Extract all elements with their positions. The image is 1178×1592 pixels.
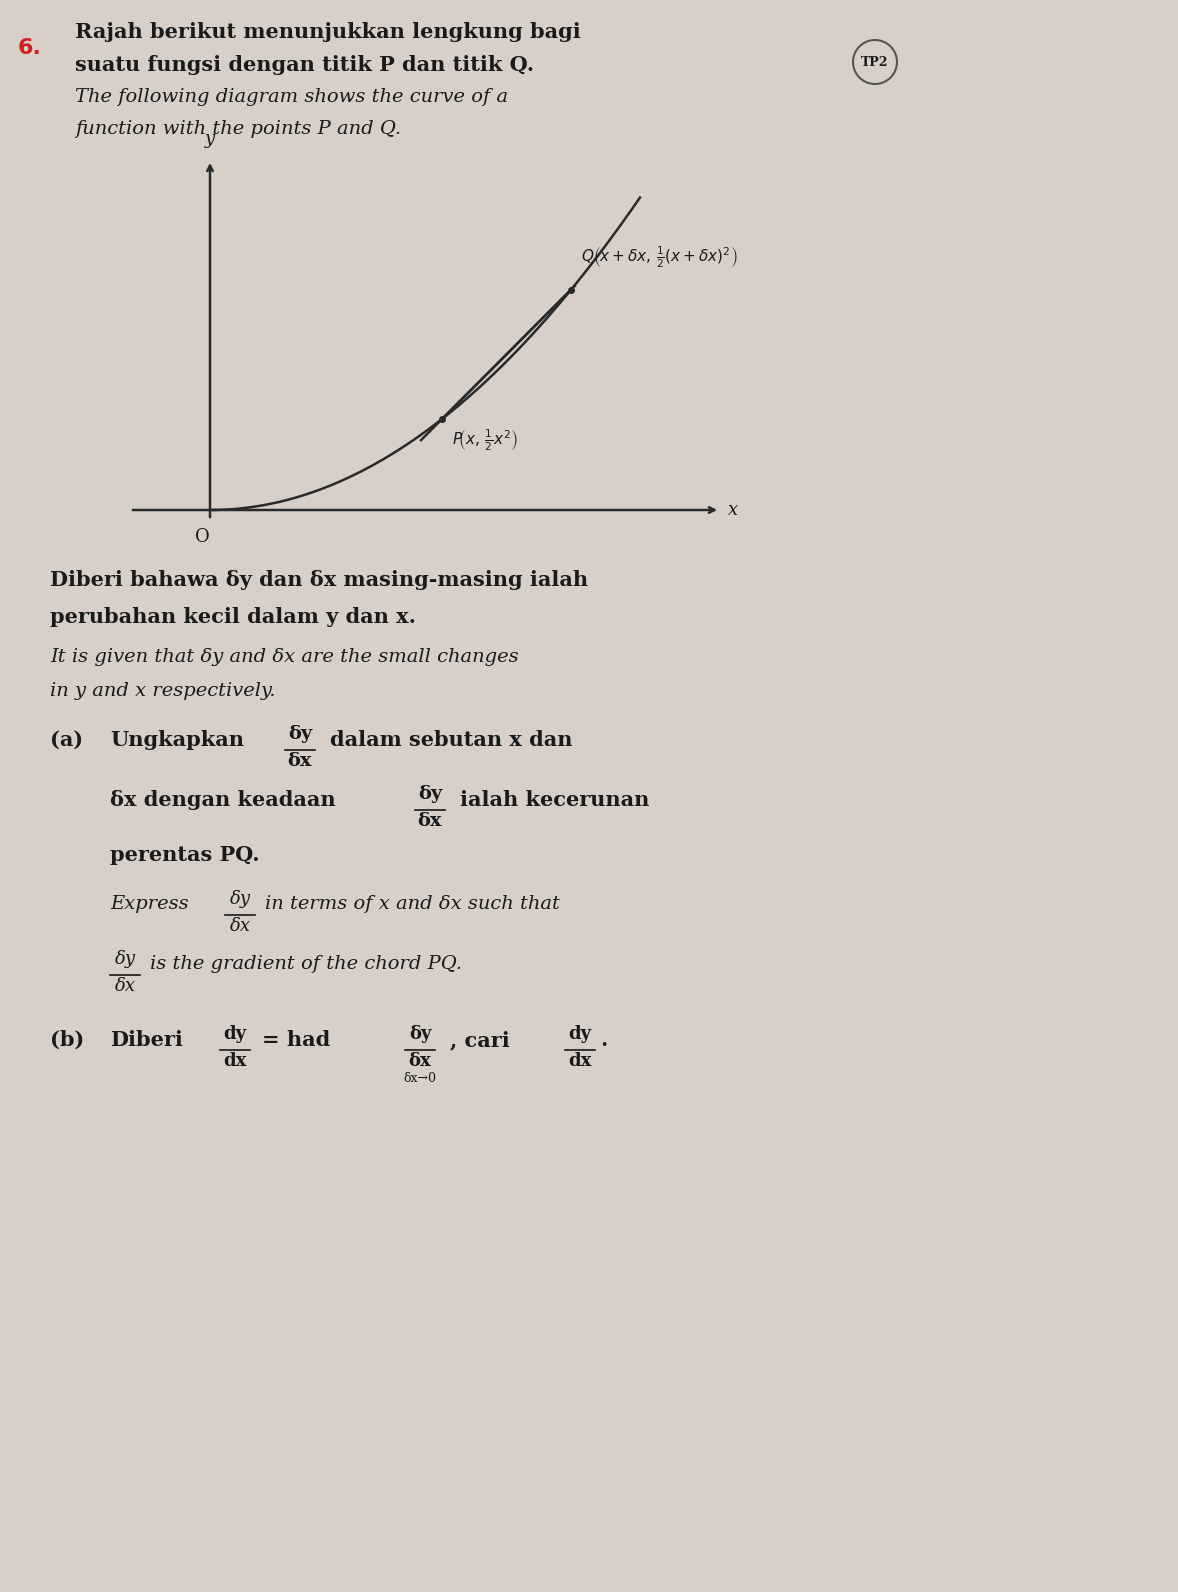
Text: perubahan kecil dalam y dan x.: perubahan kecil dalam y dan x. bbox=[49, 607, 416, 627]
Text: dy: dy bbox=[224, 1025, 246, 1043]
Text: .: . bbox=[600, 1030, 608, 1051]
Text: Ungkapkan: Ungkapkan bbox=[110, 731, 244, 750]
Text: δx: δx bbox=[114, 977, 135, 995]
Text: is the gradient of the chord PQ.: is the gradient of the chord PQ. bbox=[150, 955, 462, 973]
Text: in y and x respectively.: in y and x respectively. bbox=[49, 681, 276, 700]
Text: δx: δx bbox=[287, 751, 312, 771]
Text: ialah kecerunan: ialah kecerunan bbox=[459, 790, 649, 810]
Text: δy: δy bbox=[230, 890, 251, 907]
Text: dx: dx bbox=[224, 1052, 246, 1070]
Text: O: O bbox=[196, 529, 210, 546]
Text: 6.: 6. bbox=[18, 38, 42, 57]
Text: (a): (a) bbox=[49, 731, 84, 750]
Text: δx→0: δx→0 bbox=[404, 1071, 437, 1086]
Text: δy: δy bbox=[418, 785, 442, 802]
Text: TP2: TP2 bbox=[861, 56, 888, 68]
Text: δx: δx bbox=[230, 917, 251, 935]
Text: Rajah berikut menunjukkan lengkung bagi: Rajah berikut menunjukkan lengkung bagi bbox=[75, 22, 581, 41]
Text: δx dengan keadaan: δx dengan keadaan bbox=[110, 790, 336, 810]
Text: δy: δy bbox=[409, 1025, 431, 1043]
Text: = had: = had bbox=[262, 1030, 330, 1051]
Text: x: x bbox=[728, 501, 739, 519]
Text: It is given that δy and δx are the small changes: It is given that δy and δx are the small… bbox=[49, 648, 518, 665]
Text: δx: δx bbox=[409, 1052, 431, 1070]
Text: $Q\left(x+\delta x,\,\frac{1}{2}(x+\delta x)^2\right)$: $Q\left(x+\delta x,\,\frac{1}{2}(x+\delt… bbox=[581, 244, 737, 269]
Text: $P\!\left(x,\,\frac{1}{2}x^2\right)$: $P\!\left(x,\,\frac{1}{2}x^2\right)$ bbox=[452, 427, 518, 452]
Text: The following diagram shows the curve of a: The following diagram shows the curve of… bbox=[75, 88, 508, 107]
Text: , cari: , cari bbox=[450, 1030, 510, 1051]
Text: δy: δy bbox=[114, 950, 135, 968]
Text: dx: dx bbox=[568, 1052, 591, 1070]
Text: perentas PQ.: perentas PQ. bbox=[110, 845, 259, 864]
Text: function with the points P and Q.: function with the points P and Q. bbox=[75, 119, 402, 139]
Text: (b): (b) bbox=[49, 1030, 85, 1051]
Text: in terms of x and δx such that: in terms of x and δx such that bbox=[265, 895, 560, 912]
Text: y: y bbox=[205, 131, 216, 148]
Text: dalam sebutan x dan: dalam sebutan x dan bbox=[330, 731, 573, 750]
Text: δy: δy bbox=[287, 724, 312, 743]
Text: δx: δx bbox=[418, 812, 442, 829]
Text: Diberi: Diberi bbox=[110, 1030, 183, 1051]
Text: Express: Express bbox=[110, 895, 188, 912]
Text: suatu fungsi dengan titik P dan titik Q.: suatu fungsi dengan titik P dan titik Q. bbox=[75, 56, 534, 75]
Text: Diberi bahawa δy dan δx masing-masing ialah: Diberi bahawa δy dan δx masing-masing ia… bbox=[49, 570, 588, 591]
Text: dy: dy bbox=[569, 1025, 591, 1043]
